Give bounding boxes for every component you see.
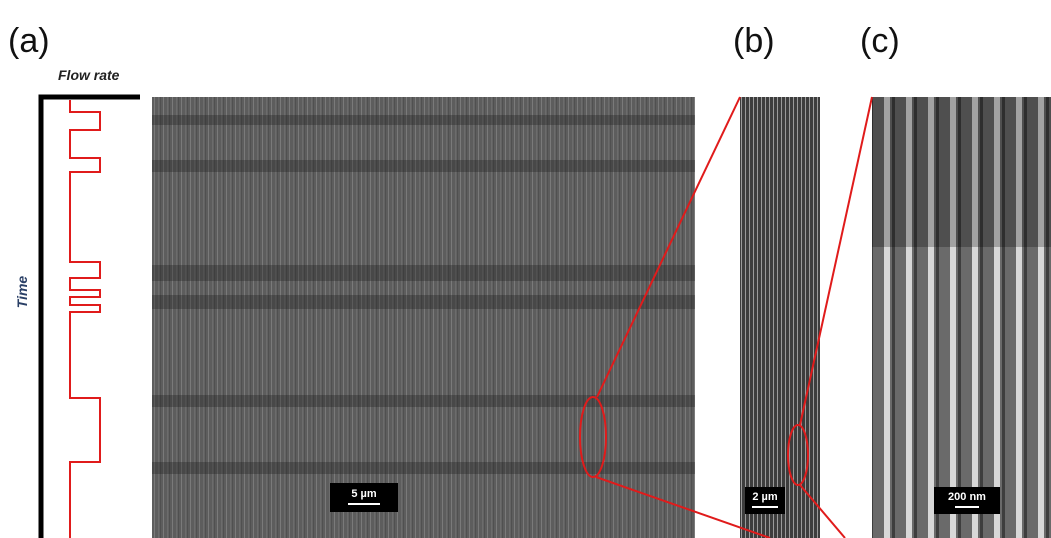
scale-bar-label: 2 µm [752, 491, 778, 503]
scale-bar-label: 5 µm [351, 488, 377, 500]
panel-label: (a) [8, 22, 50, 60]
panel-label: (c) [860, 22, 900, 60]
sem-image [740, 97, 820, 538]
scale-bar-label: 200 nm [948, 491, 986, 503]
flow-profile [70, 100, 100, 538]
axis [41, 97, 140, 538]
axis-label: Time [14, 276, 30, 309]
panel-label: (b) [733, 22, 775, 60]
page: {"panels": [ {"label": "(a)", "scale_bar… [0, 0, 1051, 538]
body: (a) (b) (c) Flow rate Time 5 µm 2 µm 200… [0, 0, 1051, 538]
image-region [872, 97, 1051, 247]
axis-label: Flow rate [58, 67, 120, 83]
figure: (a) (b) (c) Flow rate Time 5 µm 2 µm 200… [0, 0, 1051, 538]
